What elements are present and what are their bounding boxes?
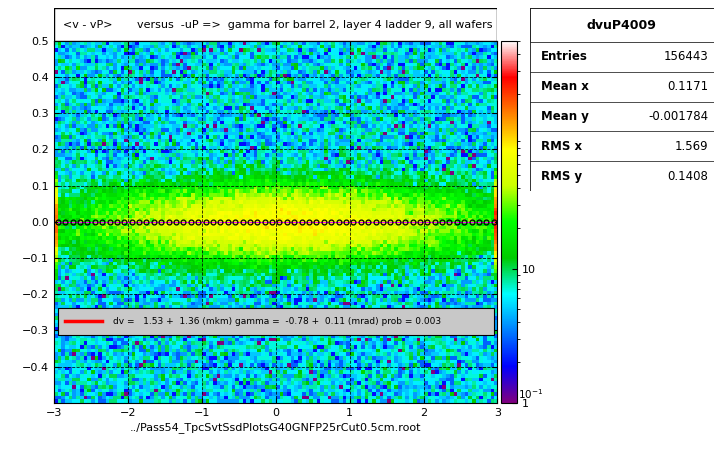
Bar [530,131,714,161]
Text: 156443: 156443 [663,51,708,63]
Text: 10$^{-1}$: 10$^{-1}$ [518,388,543,401]
X-axis label: ../Pass54_TpcSvtSsdPlotsG40GNFP25rCut0.5cm.root: ../Pass54_TpcSvtSsdPlotsG40GNFP25rCut0.5… [130,422,422,433]
Bar [530,42,714,72]
Text: RMS y: RMS y [541,170,582,183]
Text: Mean x: Mean x [541,80,589,93]
Text: Mean y: Mean y [541,110,589,123]
Bar [530,8,714,42]
Text: dv =   1.53 +  1.36 (mkm) gamma =  -0.78 +  0.11 (mrad) prob = 0.003: dv = 1.53 + 1.36 (mkm) gamma = -0.78 + 0… [113,317,441,326]
Text: 0.1171: 0.1171 [667,80,708,93]
Text: dvuP4009: dvuP4009 [587,19,657,31]
Bar [58,308,494,335]
Text: 0.1408: 0.1408 [668,170,708,183]
Bar [530,101,714,131]
Text: -0.001784: -0.001784 [648,110,708,123]
Text: 1.569: 1.569 [675,140,708,153]
Bar [530,161,714,191]
Bar [530,72,714,101]
Text: Entries: Entries [541,51,588,63]
Text: RMS x: RMS x [541,140,582,153]
Text: <v - vP>       versus  -uP =>  gamma for barrel 2, layer 4 ladder 9, all wafers: <v - vP> versus -uP => gamma for barrel … [63,20,492,30]
